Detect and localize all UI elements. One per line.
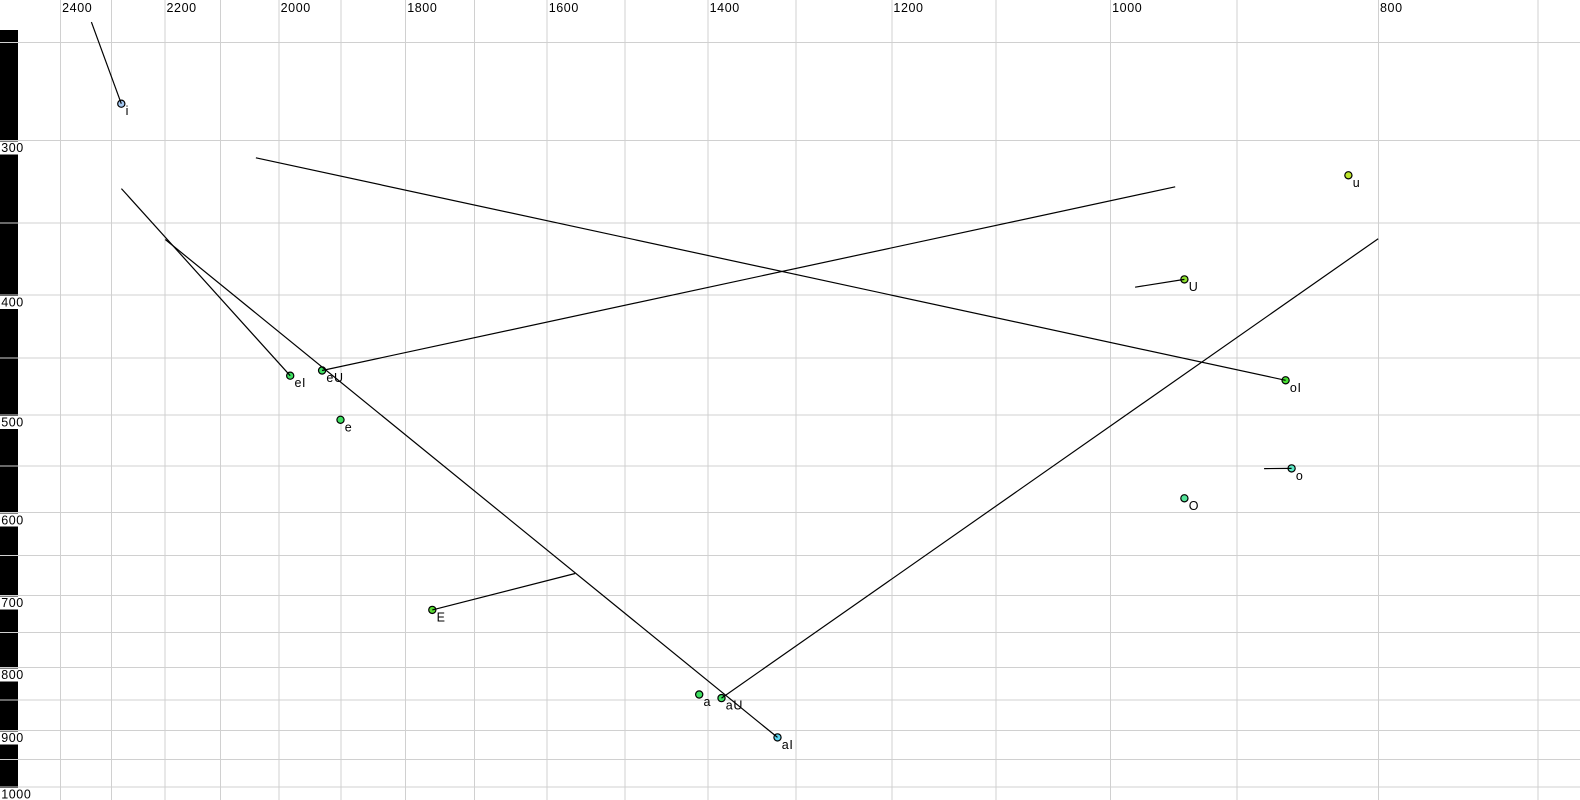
svg-text:300: 300 [1, 141, 24, 155]
svg-text:O: O [1189, 499, 1199, 513]
svg-text:1600: 1600 [549, 1, 579, 15]
svg-text:a: a [704, 695, 712, 709]
svg-text:aU: aU [726, 699, 743, 713]
svg-text:i: i [126, 104, 129, 118]
svg-text:800: 800 [1, 668, 24, 682]
svg-text:eI: eI [295, 376, 307, 390]
svg-text:aI: aI [782, 738, 794, 752]
svg-text:2400: 2400 [62, 1, 92, 15]
svg-text:u: u [1353, 176, 1361, 190]
svg-text:2000: 2000 [281, 1, 311, 15]
svg-text:600: 600 [1, 513, 24, 527]
svg-text:U: U [1189, 280, 1199, 294]
svg-text:2200: 2200 [167, 1, 197, 15]
svg-text:e: e [345, 420, 353, 434]
svg-text:1000: 1000 [1112, 1, 1142, 15]
svg-text:E: E [437, 610, 446, 624]
svg-text:o: o [1296, 469, 1304, 483]
svg-text:500: 500 [1, 415, 24, 429]
svg-text:400: 400 [1, 296, 24, 310]
svg-text:1800: 1800 [407, 1, 437, 15]
svg-text:eU: eU [326, 371, 343, 385]
svg-text:1200: 1200 [893, 1, 923, 15]
svg-text:700: 700 [1, 596, 24, 610]
svg-text:oI: oI [1290, 381, 1302, 395]
svg-text:900: 900 [1, 731, 24, 745]
svg-text:1400: 1400 [710, 1, 740, 15]
svg-text:1000: 1000 [1, 788, 31, 800]
svg-text:800: 800 [1380, 1, 1403, 15]
